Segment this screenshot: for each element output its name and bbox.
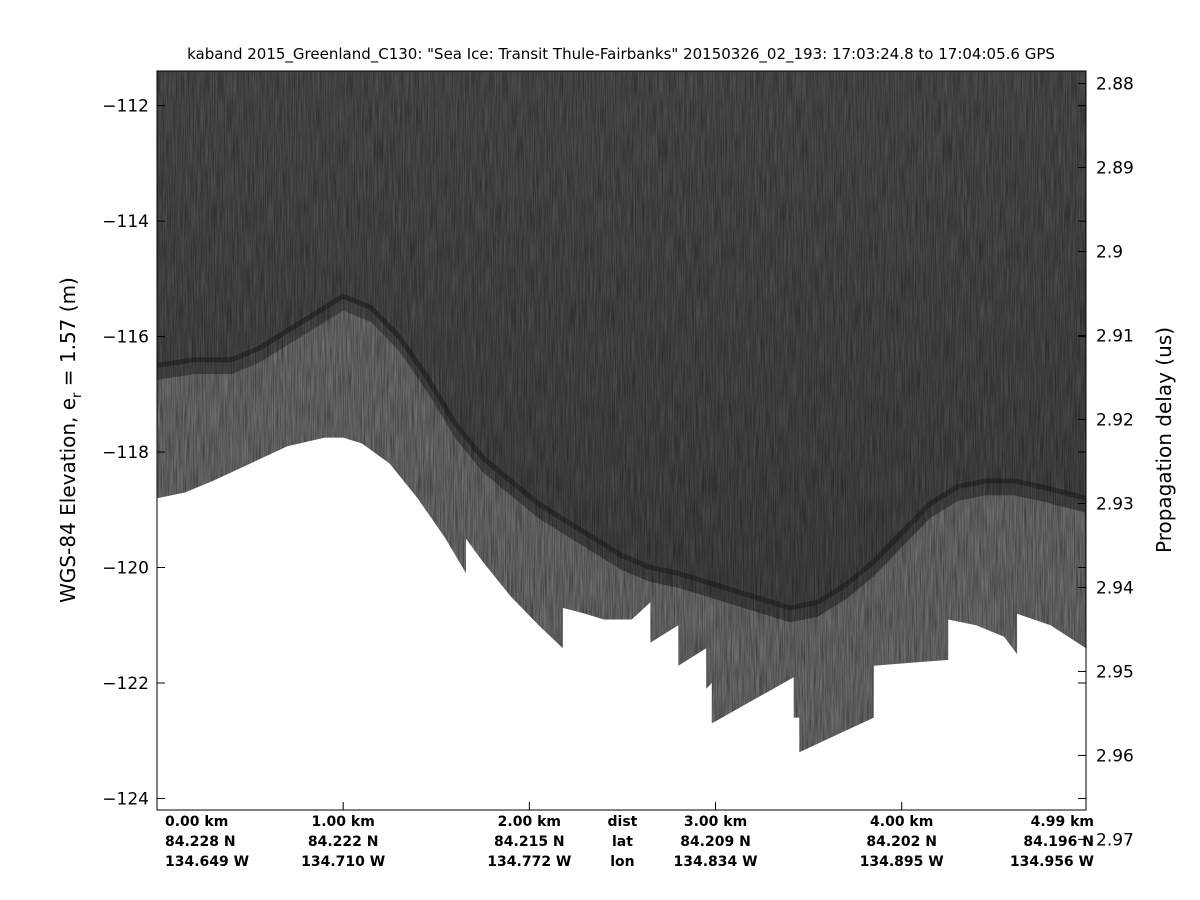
x-tick-dist-label: 0.00 km (165, 814, 228, 830)
x-row-label-lat: lat (612, 834, 633, 850)
x-axis: 0.00 km 84.228 N 134.649 W 1.00 km 84.222 N 1… (156, 802, 1094, 870)
right-y-axis: 2.88 2.89 2.9 2.91 2.92 2.93 2.94 2.95 2.96 2.97 (1078, 75, 1134, 850)
x-tick-dist-label: 1.00 km (312, 814, 375, 830)
y2-tick-label: 2.88 (1096, 75, 1134, 95)
y-tick-label: −112 (102, 97, 149, 117)
x-row-label-lon: lon (610, 854, 634, 870)
y-tick-label: −120 (102, 559, 149, 579)
x-tick-lon-label: 134.895 W (860, 854, 944, 870)
x-tick-lon-label: 134.649 W (165, 854, 249, 870)
x-tick-lon-label: 134.710 W (301, 854, 385, 870)
y-tick-label: −114 (102, 212, 149, 232)
y-tick-label: −116 (102, 328, 149, 348)
y-axis-label-left: WGS-84 Elevation, er = 1.57 (m) (56, 277, 85, 603)
y-tick-label: −124 (102, 789, 149, 809)
x-tick-lat-label: 84.215 N (494, 834, 565, 850)
y-axis-label-left-tail: = 1.57 (m) (56, 277, 80, 392)
y2-tick-label: 2.96 (1096, 746, 1134, 766)
y2-tick-label: 2.95 (1096, 662, 1134, 682)
y2-tick-label: 2.97 (1096, 830, 1134, 850)
y2-tick-label: 2.93 (1096, 494, 1134, 514)
x-tick-lon-label: 134.834 W (673, 854, 757, 870)
no-data-region (157, 437, 1086, 810)
x-tick-lat-label: 84.202 N (866, 834, 937, 850)
x-tick-dist-label: 4.99 km (1031, 814, 1094, 830)
plot-frame (156, 70, 1087, 811)
y-tick-label: −122 (102, 674, 149, 694)
y2-tick-label: 2.92 (1096, 411, 1134, 431)
y2-tick-label: 2.9 (1096, 243, 1123, 263)
y-axis-label-left-subscript: r (70, 392, 85, 398)
x-row-label-dist: dist (608, 814, 638, 830)
chart-title: kaband 2015_Greenland_C130: "Sea Ice: Tr… (187, 45, 1055, 64)
x-tick-lat-label: 84.222 N (308, 834, 379, 850)
left-y-axis: −112 −114 −116 −118 −120 −122 −124 (102, 97, 1086, 809)
y-axis-label-right: Propagation delay (us) (1152, 327, 1176, 553)
echogram-image (157, 71, 1086, 810)
x-tick-lat-label: 84.209 N (680, 834, 751, 850)
x-tick-dist-label: 4.00 km (870, 814, 933, 830)
x-tick-dist-label: 3.00 km (684, 814, 747, 830)
y-tick-label: −118 (102, 443, 149, 463)
x-tick-dist-label: 2.00 km (498, 814, 561, 830)
x-tick-lat-label: 84.228 N (165, 834, 236, 850)
x-tick-lat-label: 84.196 N (1023, 834, 1094, 850)
y-axis-label-left-main: WGS-84 Elevation, e (56, 398, 80, 603)
y2-tick-label: 2.89 (1096, 159, 1134, 179)
y2-tick-label: 2.94 (1096, 578, 1134, 598)
x-tick-lon-label: 134.956 W (1010, 854, 1094, 870)
y2-tick-label: 2.91 (1096, 327, 1134, 347)
x-tick-lon-label: 134.772 W (487, 854, 571, 870)
